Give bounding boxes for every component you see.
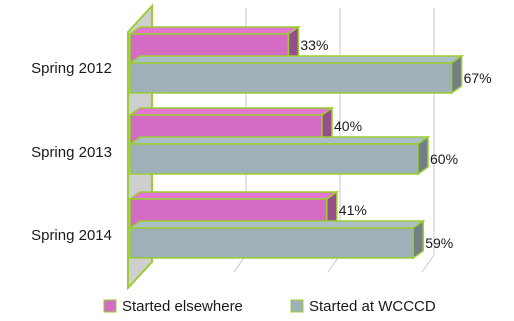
data-label: 67% [464, 70, 492, 86]
bar-side [450, 54, 463, 95]
legend-label: Started elsewhere [122, 298, 243, 315]
legend: Started elsewhere Started at WCCCD [103, 298, 436, 315]
bar-top [127, 191, 340, 200]
category-labels: Spring 2012 Spring 2013 Spring 2014 [31, 60, 112, 244]
bar-top [127, 107, 335, 116]
category-label: Spring 2013 [31, 144, 112, 161]
gridline-floor-2 [421, 254, 435, 273]
bar-side [412, 219, 424, 260]
bar [129, 227, 414, 259]
category-label: Spring 2012 [31, 60, 112, 77]
legend-swatch [290, 299, 304, 313]
bar [129, 143, 419, 175]
bar-top [127, 26, 301, 35]
data-label: 60% [430, 151, 458, 167]
bar-top [127, 55, 464, 64]
value-labels: 33% 67% 40% 60% 41% 59% [300, 37, 491, 251]
data-label: 59% [425, 235, 453, 251]
legend-swatch [103, 299, 117, 313]
data-label: 33% [300, 37, 328, 53]
bar-top [127, 136, 431, 145]
bars [127, 25, 464, 260]
bar-top [127, 220, 426, 229]
bar-side [417, 135, 429, 176]
legend-label: Started at WCCCD [309, 298, 436, 315]
data-label: 40% [334, 118, 362, 134]
category-label: Spring 2014 [31, 227, 112, 244]
data-label: 41% [339, 202, 367, 218]
bar [129, 62, 453, 94]
